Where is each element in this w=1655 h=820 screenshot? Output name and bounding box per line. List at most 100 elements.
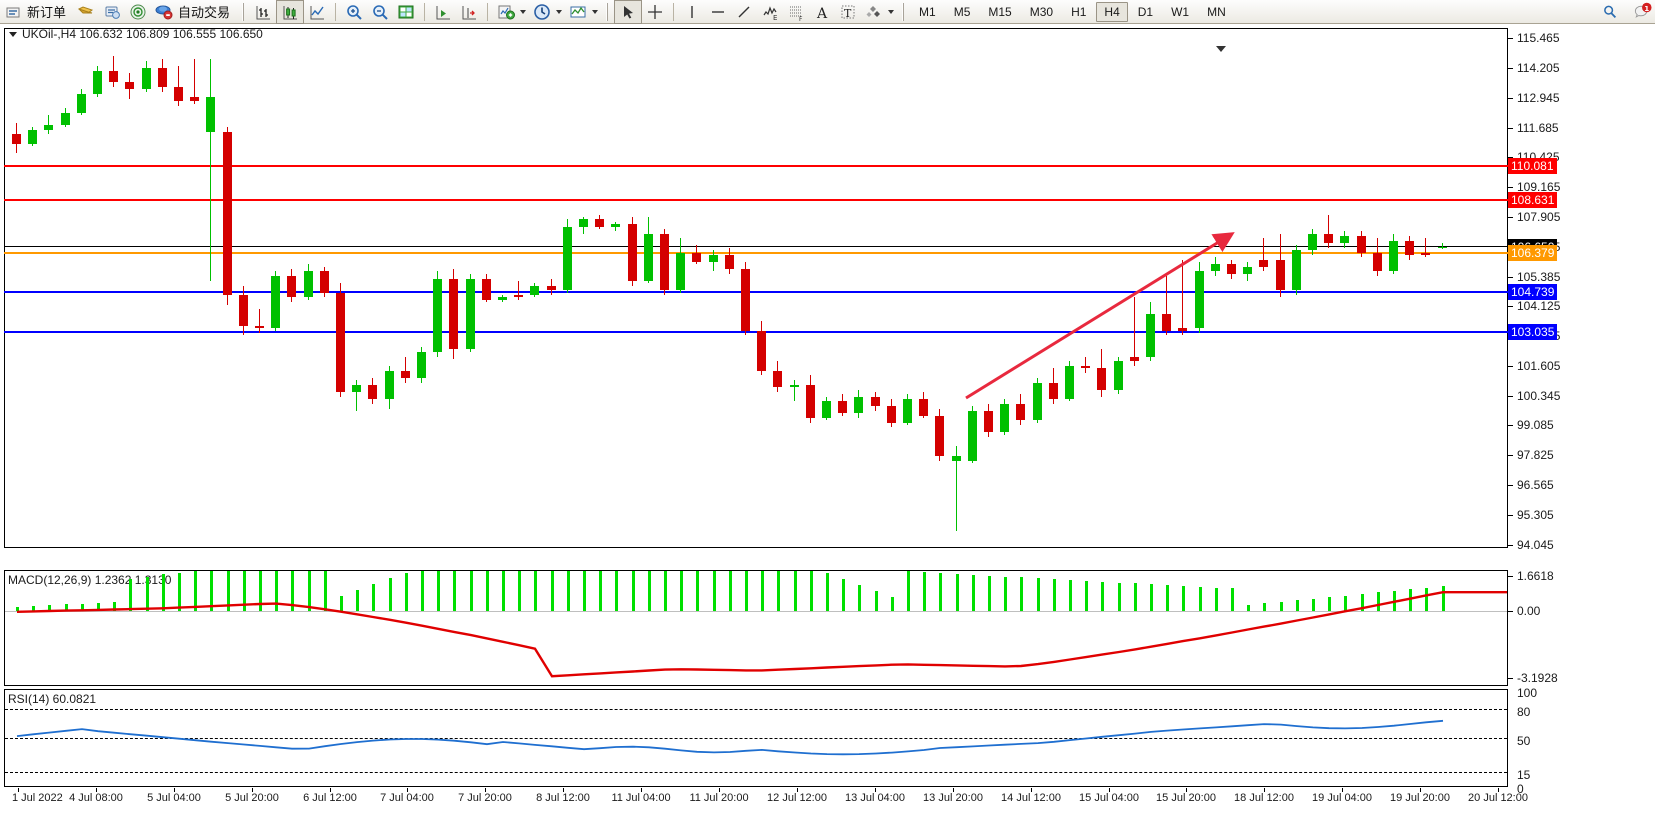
toolbar-separator xyxy=(335,2,337,21)
time-tick-label: 5 Jul 20:00 xyxy=(225,792,279,804)
price-label-resistance[interactable]: 108.631 xyxy=(1508,191,1558,208)
price-tick-label: 111.685 xyxy=(1517,120,1559,135)
time-tick xyxy=(252,788,253,792)
timeframe-h4[interactable]: H4 xyxy=(1096,1,1128,22)
indicators-button[interactable] xyxy=(493,1,519,23)
time-tick xyxy=(485,788,486,792)
period-button[interactable] xyxy=(529,1,555,23)
objects-dropdown-caret[interactable] xyxy=(888,9,895,14)
macd-panel[interactable] xyxy=(4,570,1508,686)
time-tick xyxy=(1420,788,1421,792)
text-button[interactable]: A xyxy=(809,1,835,23)
tile-windows-button[interactable] xyxy=(393,1,419,23)
toolbar-grip[interactable] xyxy=(241,2,247,21)
chart-menu-triangle-icon[interactable] xyxy=(9,32,17,37)
price-tick xyxy=(1508,276,1513,278)
cursor-button[interactable] xyxy=(614,0,643,24)
time-tick xyxy=(1031,788,1032,792)
time-tick xyxy=(1109,788,1110,792)
line-chart-icon xyxy=(307,2,327,22)
toolbar-grip-2[interactable] xyxy=(605,2,611,21)
price-label-pivot[interactable]: 106.379 xyxy=(1508,245,1558,262)
time-tick xyxy=(407,788,408,792)
scroll-end-button[interactable] xyxy=(430,1,456,23)
price-label-resistance[interactable]: 110.081 xyxy=(1508,157,1557,174)
time-tick-label: 19 Jul 04:00 xyxy=(1312,792,1372,804)
timeframe-d1[interactable]: D1 xyxy=(1137,4,1154,19)
candlestick-chart-button[interactable] xyxy=(276,0,305,24)
folder-button[interactable] xyxy=(73,1,99,23)
timeframe-m15[interactable]: M15 xyxy=(988,4,1012,19)
price-label-support[interactable]: 104.739 xyxy=(1508,283,1558,300)
bar-chart-button[interactable] xyxy=(250,1,276,23)
price-tick xyxy=(1508,216,1513,218)
time-tick-label: 14 Jul 12:00 xyxy=(1001,792,1061,804)
svg-text:F: F xyxy=(799,16,803,22)
autotrading-icon xyxy=(154,2,174,22)
chart-area[interactable]: UKOil-,H4 106.632 106.809 106.555 106.65… xyxy=(0,24,1655,820)
templates-dropdown-caret[interactable] xyxy=(592,9,599,14)
timeframe-w1[interactable]: W1 xyxy=(1171,4,1190,19)
crosshair-button[interactable] xyxy=(642,1,668,23)
bar-chart-icon xyxy=(253,2,273,22)
vertical-line-button[interactable] xyxy=(679,1,705,23)
text-label-button[interactable]: T xyxy=(835,1,861,23)
time-tick-label: 13 Jul 20:00 xyxy=(923,792,983,804)
elliott-wave-icon: E xyxy=(760,2,780,22)
time-tick xyxy=(96,788,97,792)
price-axis[interactable]: 115.465114.205112.945111.685110.425109.1… xyxy=(1508,28,1655,796)
rsi-title: RSI(14) 60.0821 xyxy=(8,692,97,706)
navigator-button[interactable] xyxy=(125,1,151,23)
indicators-dropdown-caret[interactable] xyxy=(520,9,527,14)
timeframe-m1[interactable]: M1 xyxy=(919,4,936,19)
chart-shift-button[interactable] xyxy=(456,1,482,23)
search-icon xyxy=(1604,5,1617,19)
new-order-button[interactable]: 新订单 xyxy=(0,1,73,23)
templates-button[interactable] xyxy=(565,1,591,23)
zoom-in-button[interactable] xyxy=(341,1,367,23)
price-panel[interactable] xyxy=(4,28,1508,548)
price-tick xyxy=(1508,306,1513,308)
time-tick-label: 6 Jul 12:00 xyxy=(303,792,357,804)
rsi-tick-label: 50 xyxy=(1517,734,1531,748)
price-tick xyxy=(1508,97,1513,99)
price-tick-label: 115.465 xyxy=(1517,31,1560,46)
vertical-line-icon xyxy=(682,2,702,22)
price-tick-label: 104.125 xyxy=(1517,299,1561,314)
main-toolbar: 新订单 自动交易 xyxy=(0,0,1655,24)
notifications-button[interactable]: 1 xyxy=(1633,2,1652,21)
zoom-out-button[interactable] xyxy=(367,1,393,23)
toolbar-separator-3 xyxy=(487,2,489,21)
time-axis[interactable]: 1 Jul 2022 4 Jul 08:00 5 Jul 04:00 5 Jul 20… xyxy=(4,788,1528,820)
price-tick-label: 94.045 xyxy=(1517,537,1554,552)
candlestick-chart-icon xyxy=(280,2,300,22)
timeframe-h1[interactable]: H1 xyxy=(1071,4,1087,19)
objects-icon xyxy=(864,2,884,22)
price-label-support[interactable]: 103.035 xyxy=(1508,324,1558,341)
svg-text:E: E xyxy=(773,14,777,22)
time-tick-label: 15 Jul 04:00 xyxy=(1079,792,1139,804)
time-tick-label: 20 Jul 12:00 xyxy=(1468,792,1528,804)
trendline-button[interactable] xyxy=(731,1,757,23)
period-dropdown-caret[interactable] xyxy=(556,9,563,14)
fibonacci-button[interactable]: F xyxy=(783,1,809,23)
time-tick-label: 4 Jul 08:00 xyxy=(69,792,123,804)
templates-icon xyxy=(568,2,588,22)
rsi-tick-label: 0 xyxy=(1517,782,1524,796)
auto-trading-button[interactable]: 自动交易 xyxy=(151,1,237,23)
new-order-label: 新订单 xyxy=(27,6,67,21)
rsi-panel[interactable] xyxy=(4,689,1508,787)
horizontal-line-button[interactable] xyxy=(705,1,731,23)
timeframe-m30[interactable]: M30 xyxy=(1029,4,1054,19)
price-tick-label: 109.165 xyxy=(1517,180,1561,195)
timeframe-m5[interactable]: M5 xyxy=(953,4,971,19)
elliott-wave-button[interactable]: E xyxy=(757,1,783,23)
trendline-icon xyxy=(734,2,754,22)
objects-button[interactable] xyxy=(861,1,887,23)
terminal-button[interactable] xyxy=(99,1,125,23)
line-chart-button[interactable] xyxy=(304,1,330,23)
toolbar-grip-3[interactable] xyxy=(901,2,907,21)
timeframe-mn[interactable]: MN xyxy=(1207,4,1226,19)
search-button[interactable] xyxy=(1601,3,1619,21)
price-tick-label: 114.205 xyxy=(1517,61,1560,76)
